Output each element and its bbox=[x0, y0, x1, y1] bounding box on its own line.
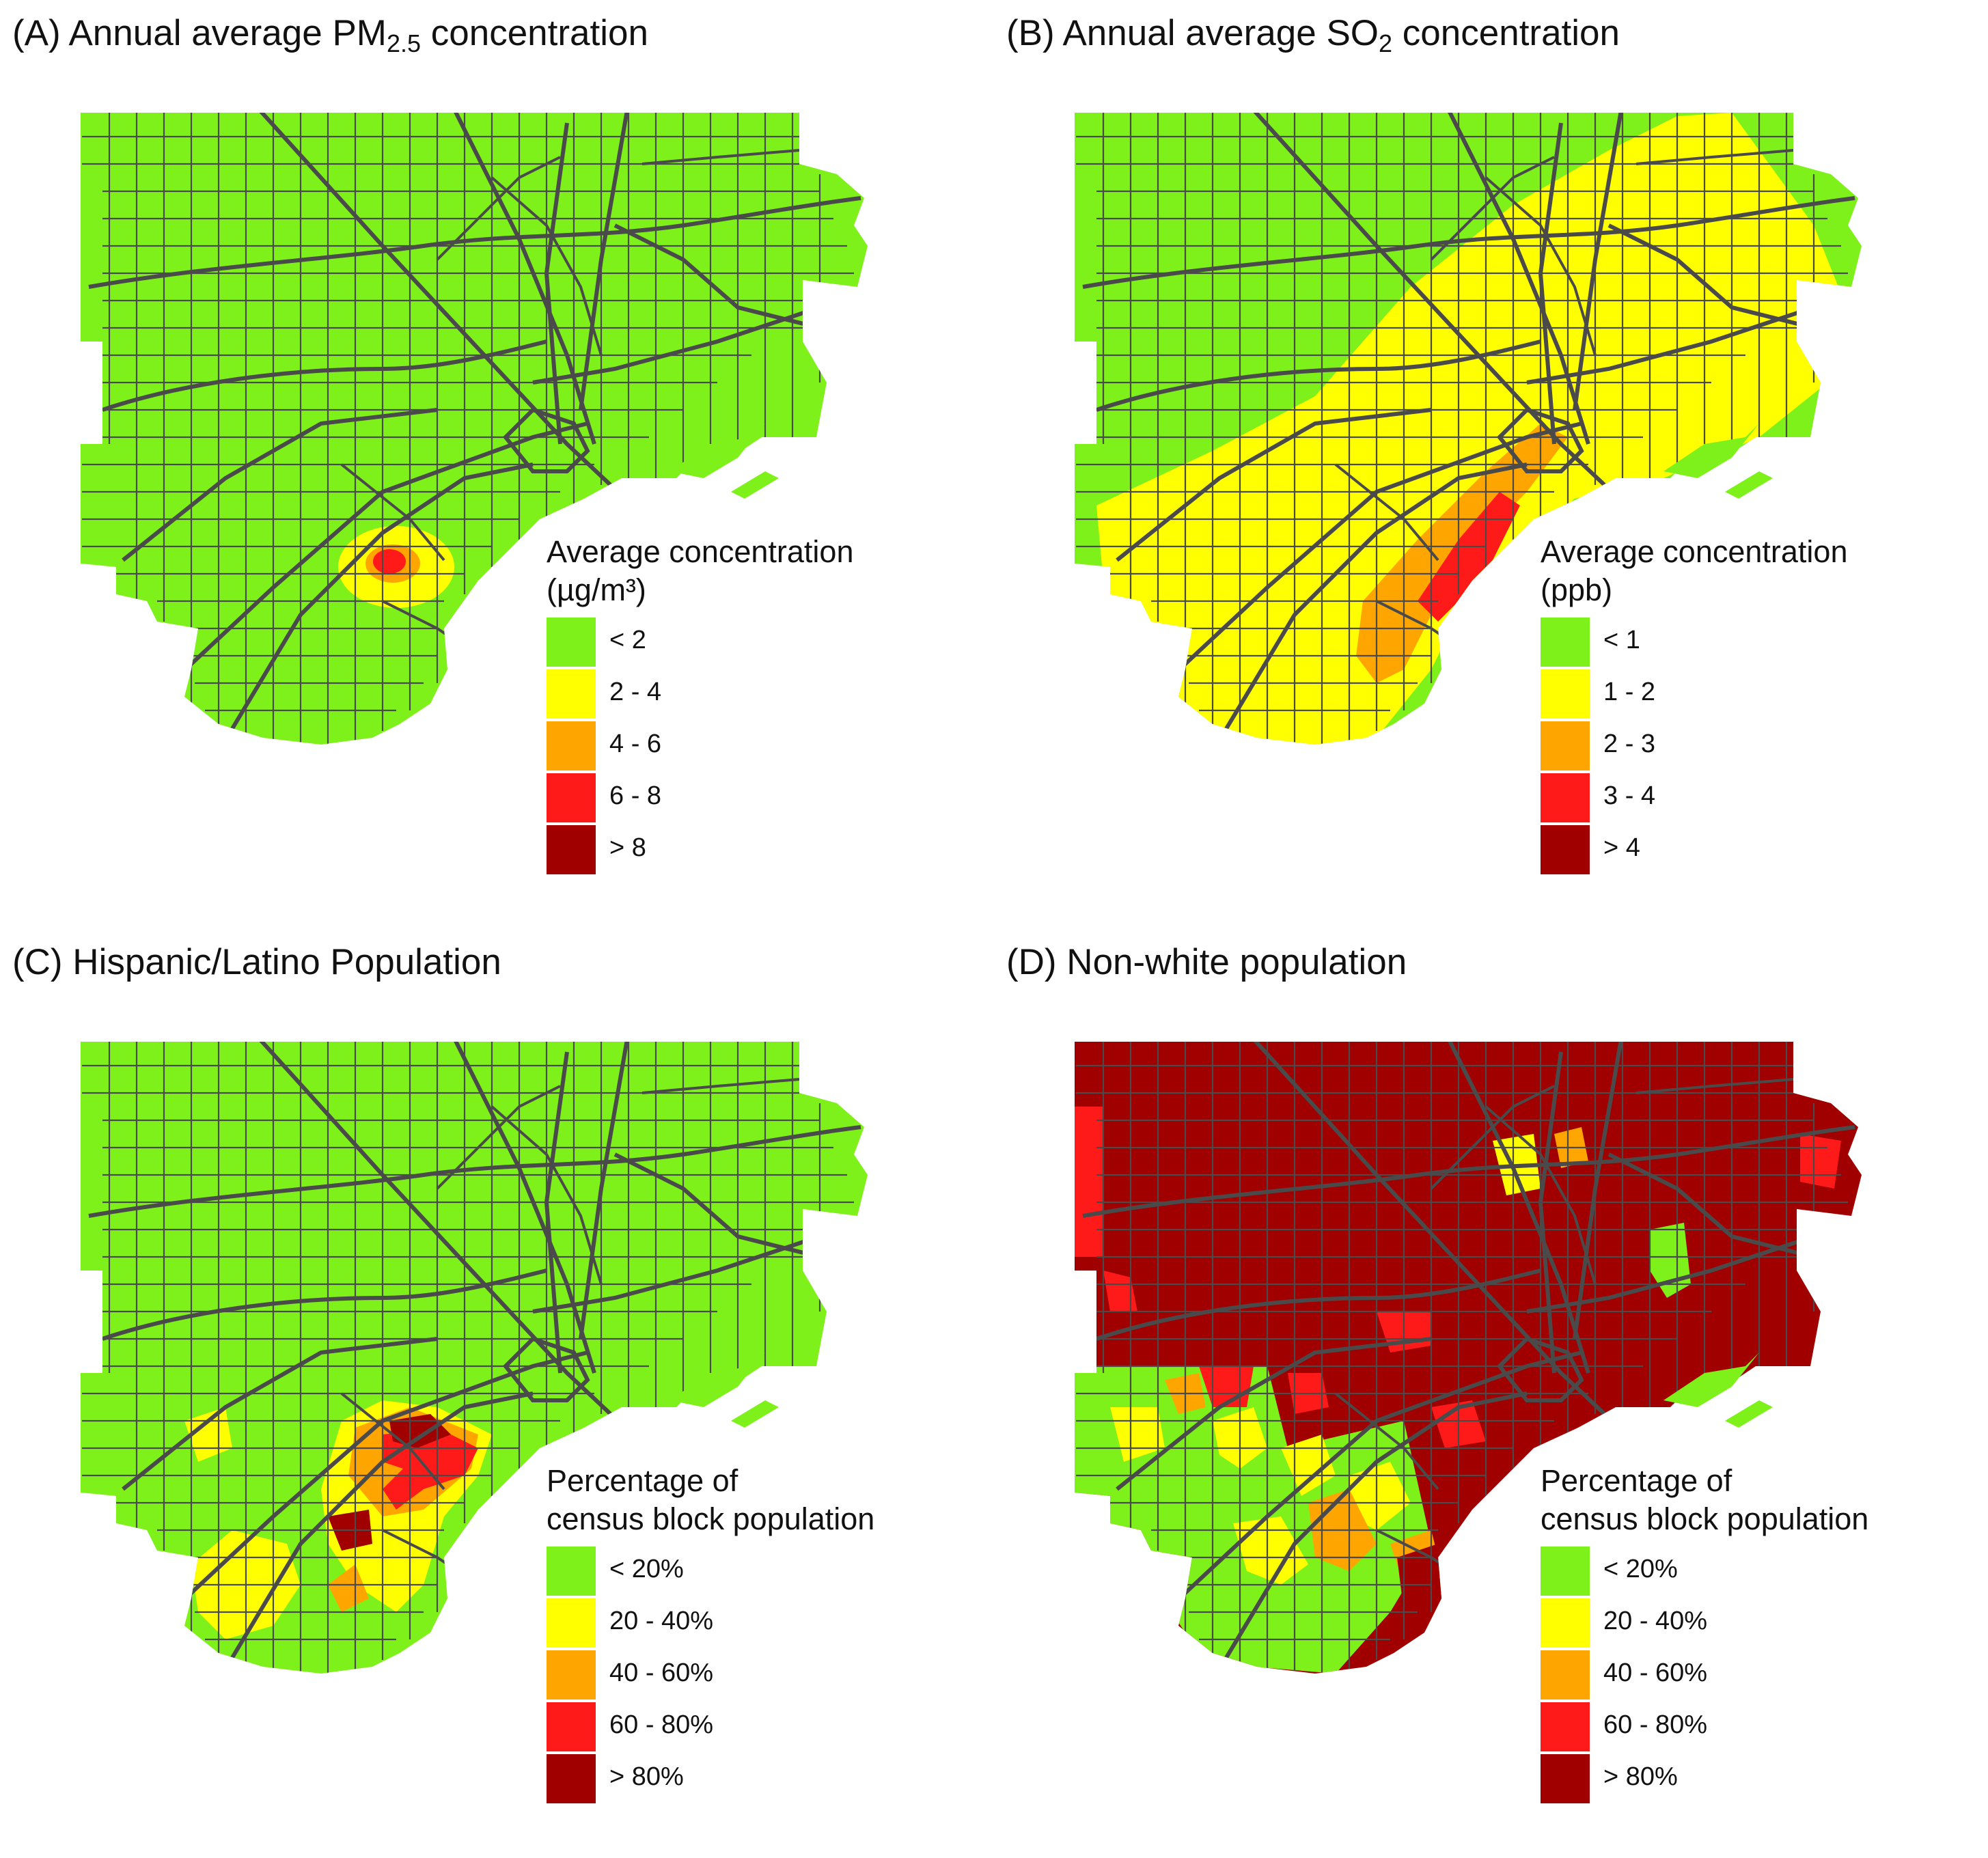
legend-title-line-2: (ppb) bbox=[1541, 572, 1613, 607]
legend-swatch-yellow bbox=[1541, 1598, 1590, 1648]
legend-item: < 2 bbox=[547, 616, 853, 668]
legend-label: > 8 bbox=[609, 833, 646, 862]
legend-label: > 80% bbox=[609, 1762, 684, 1791]
legend-item: 20 - 40% bbox=[1541, 1597, 1868, 1649]
legend-item: < 1 bbox=[1541, 616, 1847, 668]
so2-map bbox=[1075, 113, 1862, 745]
legend-swatch-red bbox=[547, 773, 596, 822]
legend-title-line-2: census block population bbox=[1541, 1501, 1869, 1536]
legend-swatch-darkred bbox=[547, 1754, 596, 1803]
legend-title-line-2: (µg/m³) bbox=[547, 572, 646, 607]
legend-item: 40 - 60% bbox=[1541, 1649, 1868, 1701]
legend-item: > 80% bbox=[1541, 1753, 1868, 1805]
panel-b-title: (B) Annual average SO2 concentration bbox=[1006, 13, 1620, 57]
panel-c-title: (C) Hispanic/Latino Population bbox=[12, 942, 501, 982]
legend-swatch-red bbox=[547, 1702, 596, 1751]
legend-swatch-green bbox=[1541, 618, 1590, 667]
legend-title-line-1: Average concentration bbox=[1541, 534, 1848, 569]
legend-swatch-yellow bbox=[547, 669, 596, 719]
legend-label: < 20% bbox=[609, 1555, 684, 1583]
legend-label: < 20% bbox=[1603, 1555, 1678, 1583]
nonwhite-map bbox=[1075, 1042, 1862, 1674]
legend-item: 2 - 3 bbox=[1541, 720, 1847, 772]
legend-swatch-green bbox=[547, 1547, 596, 1596]
legend-swatch-red bbox=[1541, 773, 1590, 822]
legend-title-line-1: Percentage of bbox=[1541, 1463, 1732, 1498]
legend-item: 40 - 60% bbox=[547, 1649, 874, 1701]
legend-label: 60 - 80% bbox=[609, 1710, 714, 1739]
legend-item: > 8 bbox=[547, 824, 853, 876]
legend-item: 4 - 6 bbox=[547, 720, 853, 772]
panel-b-legend: Average concentration (ppb) < 1 1 - 2 2 … bbox=[1541, 533, 1847, 876]
panel-d-title: (D) Non-white population bbox=[1006, 942, 1407, 982]
pm25-zone-6-8 bbox=[373, 549, 406, 574]
legend-swatch-red bbox=[1541, 1702, 1590, 1751]
legend-swatch-darkred bbox=[1541, 825, 1590, 874]
legend-swatch-orange bbox=[1541, 721, 1590, 771]
legend-label: 3 - 4 bbox=[1603, 781, 1656, 810]
panel-a-legend: Average concentration (µg/m³) < 2 2 - 4 … bbox=[547, 533, 853, 876]
legend-label: 4 - 6 bbox=[609, 730, 662, 758]
legend-swatch-orange bbox=[547, 721, 596, 771]
legend-swatch-green bbox=[547, 618, 596, 667]
legend-label: 40 - 60% bbox=[1603, 1659, 1708, 1687]
legend-label: 6 - 8 bbox=[609, 781, 662, 810]
so2-zone-1-2 bbox=[1096, 113, 1841, 745]
legend-item: 2 - 4 bbox=[547, 668, 853, 720]
legend-label: 1 - 2 bbox=[1603, 678, 1656, 706]
legend-label: > 80% bbox=[1603, 1762, 1678, 1791]
legend-label: 2 - 3 bbox=[1603, 730, 1656, 758]
legend-label: 40 - 60% bbox=[609, 1659, 714, 1687]
panel-c-legend: Percentage of census block population < … bbox=[547, 1462, 874, 1805]
legend-item: 6 - 8 bbox=[547, 772, 853, 824]
legend-swatch-orange bbox=[1541, 1650, 1590, 1700]
legend-title-line-2: census block population bbox=[547, 1501, 875, 1536]
legend-item: > 80% bbox=[547, 1753, 874, 1805]
panel-d-nonwhite-map: (D) Non-white population Percentage of c… bbox=[994, 929, 1988, 1858]
panel-d-legend: Percentage of census block population < … bbox=[1541, 1462, 1868, 1805]
legend-swatch-yellow bbox=[547, 1598, 596, 1648]
legend-swatch-orange bbox=[547, 1650, 596, 1700]
so2-zone-3-4 bbox=[1418, 492, 1520, 622]
legend-swatch-darkred bbox=[1541, 1754, 1590, 1803]
legend-item: > 4 bbox=[1541, 824, 1847, 876]
legend-label: 20 - 40% bbox=[1603, 1607, 1708, 1635]
legend-title-line-1: Percentage of bbox=[547, 1463, 738, 1498]
legend-label: 2 - 4 bbox=[609, 678, 662, 706]
legend-item: < 20% bbox=[1541, 1545, 1868, 1597]
legend-label: 20 - 40% bbox=[609, 1607, 714, 1635]
legend-label: < 1 bbox=[1603, 626, 1640, 654]
legend-swatch-yellow bbox=[1541, 669, 1590, 719]
pm25-map bbox=[81, 113, 868, 745]
legend-label: < 2 bbox=[609, 626, 646, 654]
legend-item: 60 - 80% bbox=[1541, 1701, 1868, 1753]
legend-title-line-1: Average concentration bbox=[547, 534, 854, 569]
legend-label: > 4 bbox=[1603, 833, 1640, 862]
panel-a-title: (A) Annual average PM2.5 concentration bbox=[12, 13, 648, 57]
legend-item: 20 - 40% bbox=[547, 1597, 874, 1649]
hispanic-map bbox=[81, 1042, 868, 1674]
panel-b-so2-map: (B) Annual average SO2 concentration Ave… bbox=[994, 0, 1988, 929]
legend-label: 60 - 80% bbox=[1603, 1710, 1708, 1739]
legend-item: < 20% bbox=[547, 1545, 874, 1597]
legend-item: 3 - 4 bbox=[1541, 772, 1847, 824]
legend-item: 1 - 2 bbox=[1541, 668, 1847, 720]
legend-swatch-darkred bbox=[547, 825, 596, 874]
legend-item: 60 - 80% bbox=[547, 1701, 874, 1753]
panel-a-pm25-map: (A) Annual average PM2.5 concentration A… bbox=[0, 0, 994, 929]
panel-c-hispanic-map: (C) Hispanic/Latino Population Percentag… bbox=[0, 929, 994, 1858]
legend-swatch-green bbox=[1541, 1547, 1590, 1596]
hispanic-zone-over-80 bbox=[328, 1414, 451, 1551]
